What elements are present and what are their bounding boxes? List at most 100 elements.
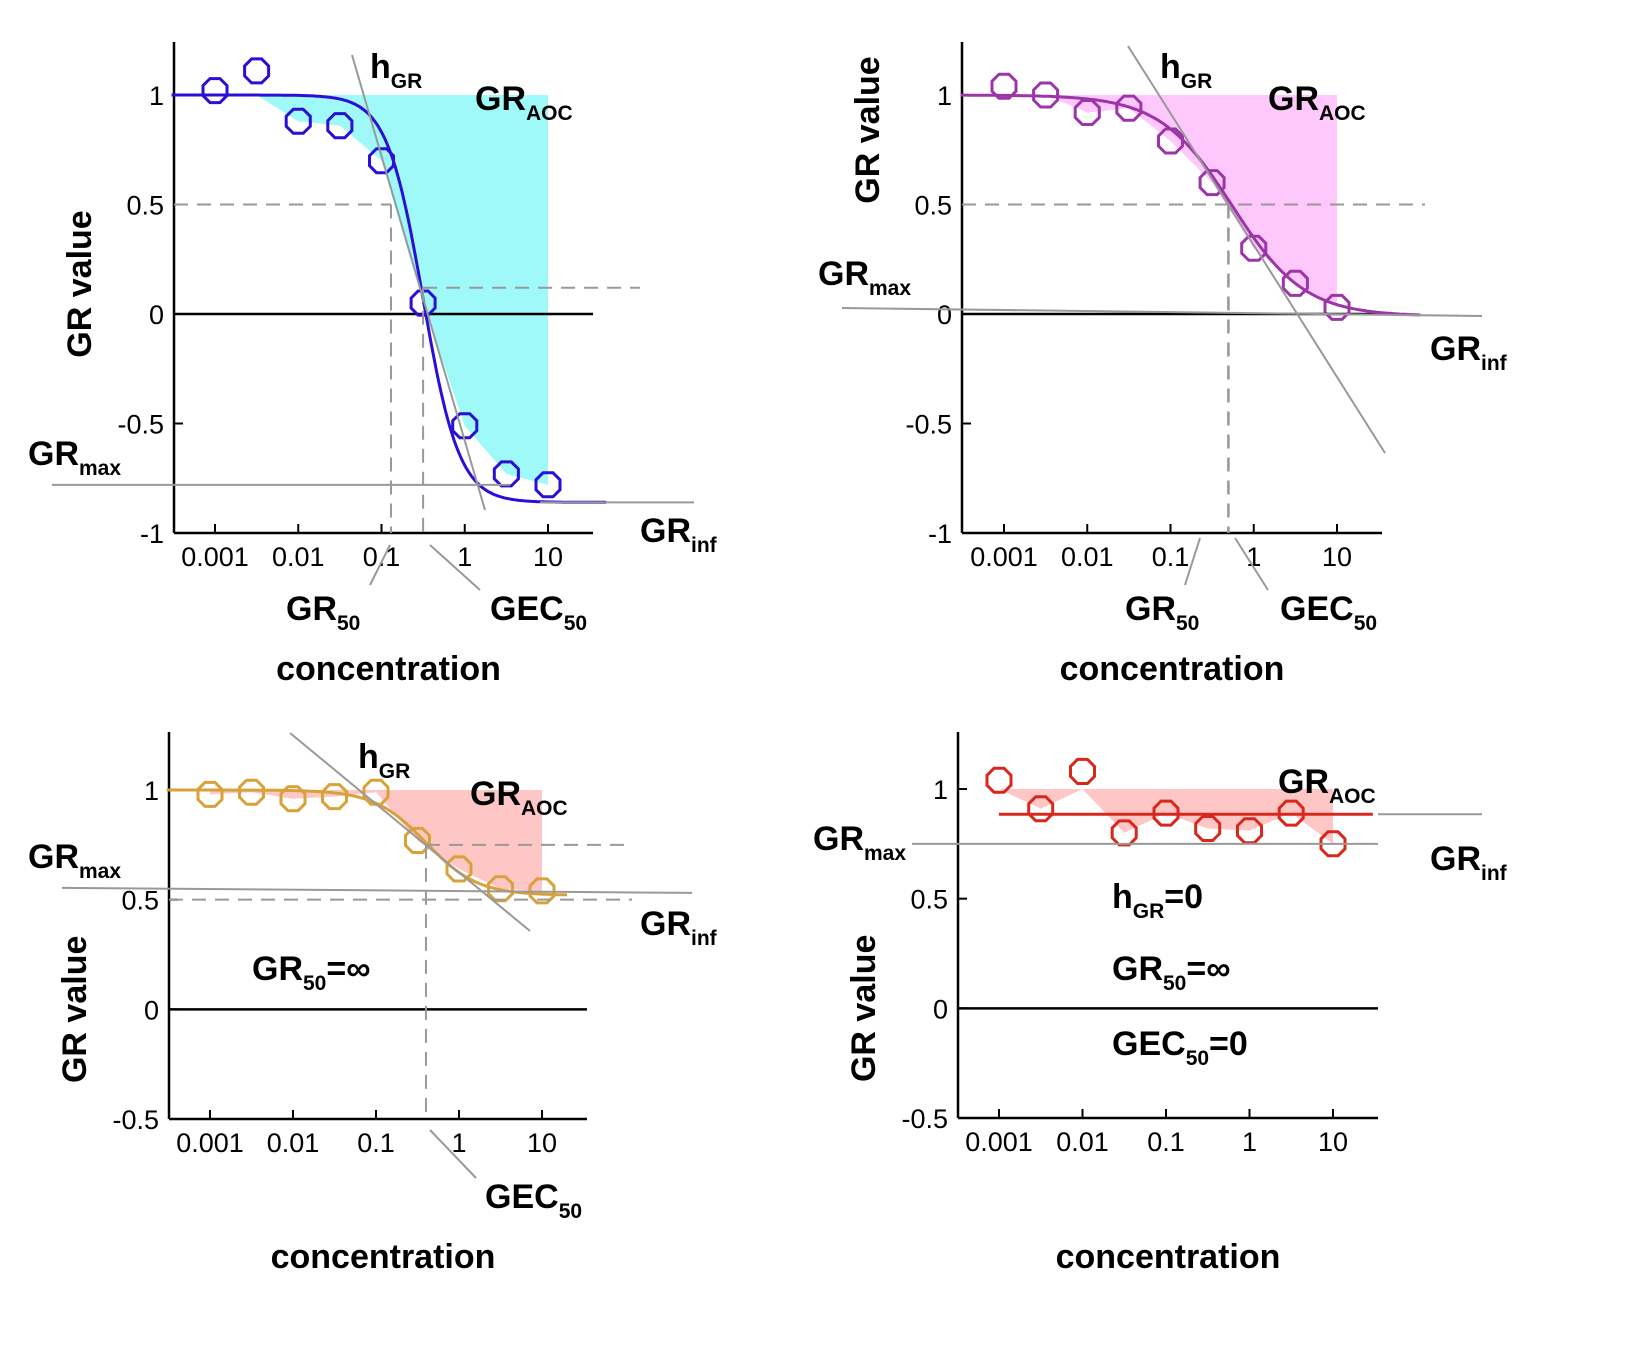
hgr-note-main: h bbox=[1112, 878, 1133, 916]
hgr-note-tail: =0 bbox=[1164, 878, 1203, 916]
graoc-label-sub: AOC bbox=[526, 102, 573, 125]
grmax-label: GRmax bbox=[818, 255, 911, 300]
aoc-area bbox=[210, 790, 542, 891]
grinf-label-sub: inf bbox=[1481, 862, 1508, 885]
y-tick-label: 0 bbox=[144, 995, 159, 1025]
gec50-label: GEC50 bbox=[490, 590, 587, 635]
data-point bbox=[1281, 269, 1309, 297]
grinf-label: GRinf bbox=[640, 512, 718, 557]
data-point bbox=[1277, 799, 1305, 827]
gr50-pointer bbox=[369, 544, 391, 586]
data-point bbox=[1027, 795, 1055, 823]
data-point bbox=[321, 783, 348, 811]
x-axis-title: concentration bbox=[271, 1238, 496, 1276]
graoc-label-sub: AOC bbox=[1319, 102, 1366, 125]
data-point bbox=[368, 147, 395, 175]
gec50-note: GEC50=0 bbox=[1112, 1025, 1248, 1070]
grmax-label: GRmax bbox=[28, 838, 121, 883]
hgr-label-main: h bbox=[1160, 48, 1181, 86]
y-axis-title: GR value bbox=[56, 936, 94, 1083]
gr50-note-tail: =∞ bbox=[326, 950, 370, 988]
aoc-area bbox=[999, 789, 1333, 844]
grmax-line bbox=[61, 886, 693, 894]
x-axis-title: concentration bbox=[1056, 1238, 1281, 1276]
panel-bottom-left: -0.5 0 0.5 1 0.001 0.01 0.1 1 10 GR value concentr… bbox=[28, 732, 718, 1276]
panel-top-right: -1 -0.5 0 0.5 1 0.001 0.01 0.1 1 10 GR value concen… bbox=[818, 42, 1508, 688]
data-point bbox=[1157, 127, 1184, 155]
grinf-label-main: GR bbox=[1430, 840, 1481, 878]
gec50-label: GEC50 bbox=[1280, 590, 1377, 635]
data-point bbox=[1152, 799, 1180, 827]
gr50-note-sub: 50 bbox=[303, 972, 326, 995]
grmax-label-sub: max bbox=[869, 277, 911, 300]
grinf-label-sub: inf bbox=[691, 927, 718, 950]
graoc-label: GRAOC bbox=[1268, 80, 1366, 125]
y-tick-label: -0.5 bbox=[117, 410, 164, 440]
grmax-label: GRmax bbox=[813, 820, 906, 865]
x-tick-label: 0.001 bbox=[965, 1127, 1033, 1157]
y-tick-label: -0.5 bbox=[112, 1105, 159, 1135]
gr50-note: GR50=∞ bbox=[252, 950, 370, 995]
gr50-label: GR50 bbox=[1125, 590, 1199, 635]
gec50-label-main: GEC bbox=[490, 590, 564, 628]
panel-top-left: -1 -0.5 0 0.5 1 0.001 0.01 0.1 1 10 GR value concen… bbox=[28, 42, 718, 688]
x-tick-label: 0.001 bbox=[970, 542, 1038, 572]
data-point bbox=[1194, 815, 1222, 842]
data-point bbox=[238, 778, 265, 806]
x-tick-label: 1 bbox=[457, 542, 472, 572]
x-axis-title: concentration bbox=[276, 650, 501, 688]
y-tick-label: -0.5 bbox=[905, 410, 952, 440]
hgr-label-sub: GR bbox=[391, 70, 423, 93]
aoc-area bbox=[1004, 95, 1337, 308]
data-point bbox=[201, 77, 229, 105]
y-tick-label: -1 bbox=[928, 519, 952, 549]
y-axis-title: GR value bbox=[845, 935, 883, 1082]
x-tick-label: 10 bbox=[533, 542, 563, 572]
data-point bbox=[1319, 830, 1347, 858]
gr50-label: GR50 bbox=[286, 590, 360, 635]
gr50-note-main: GR bbox=[252, 950, 303, 988]
x-tick-label: 0.1 bbox=[357, 1128, 395, 1158]
gec50-label: GEC50 bbox=[485, 1178, 582, 1223]
y-tick-label: 1 bbox=[937, 81, 952, 111]
x-tick-label: 0.01 bbox=[1056, 1127, 1109, 1157]
gec50-pointer bbox=[429, 544, 481, 591]
grmax-label-sub: max bbox=[864, 842, 906, 865]
y-tick-label: 1 bbox=[144, 776, 159, 806]
hgr-label-sub: GR bbox=[1181, 70, 1213, 93]
y-tick-label: 0 bbox=[933, 994, 948, 1024]
data-point bbox=[1110, 819, 1138, 847]
data-point bbox=[451, 412, 479, 440]
fit-curve bbox=[960, 93, 1421, 317]
data-point bbox=[409, 289, 437, 317]
data-point bbox=[990, 72, 1018, 100]
gec50-label-main: GEC bbox=[485, 1178, 559, 1216]
y-tick-label: 1 bbox=[149, 81, 164, 111]
y-tick-label: 0 bbox=[937, 300, 952, 330]
y-tick-label: 0.5 bbox=[914, 191, 952, 221]
graoc-label-main: GR bbox=[1278, 763, 1329, 801]
hgr-label: hGR bbox=[358, 738, 410, 783]
gec50-label-sub: 50 bbox=[559, 1200, 582, 1223]
hill-tangent bbox=[1127, 45, 1386, 454]
hgr-label-sub: GR bbox=[379, 760, 411, 783]
grinf-label: GRinf bbox=[1430, 840, 1508, 885]
y-tick-label: 0.5 bbox=[910, 885, 948, 915]
x-tick-label: 0.1 bbox=[1152, 542, 1190, 572]
hgr-note: hGR=0 bbox=[1112, 878, 1203, 923]
grinf-label-main: GR bbox=[640, 905, 691, 943]
grmax-label: GRmax bbox=[28, 435, 121, 480]
grmax-label-main: GR bbox=[813, 820, 864, 858]
gec50-label-main: GEC bbox=[1280, 590, 1354, 628]
graoc-label: GRAOC bbox=[470, 775, 568, 820]
graoc-label-main: GR bbox=[475, 80, 526, 118]
data-point bbox=[326, 112, 354, 140]
gr50-note-tail: =∞ bbox=[1186, 950, 1230, 988]
hgr-label: hGR bbox=[370, 48, 422, 93]
x-tick-label: 0.1 bbox=[1147, 1127, 1185, 1157]
y-tick-label: 1 bbox=[933, 775, 948, 805]
y-tick-label: 0 bbox=[149, 300, 164, 330]
grmax-label-main: GR bbox=[818, 255, 869, 293]
data-point bbox=[1032, 81, 1060, 109]
